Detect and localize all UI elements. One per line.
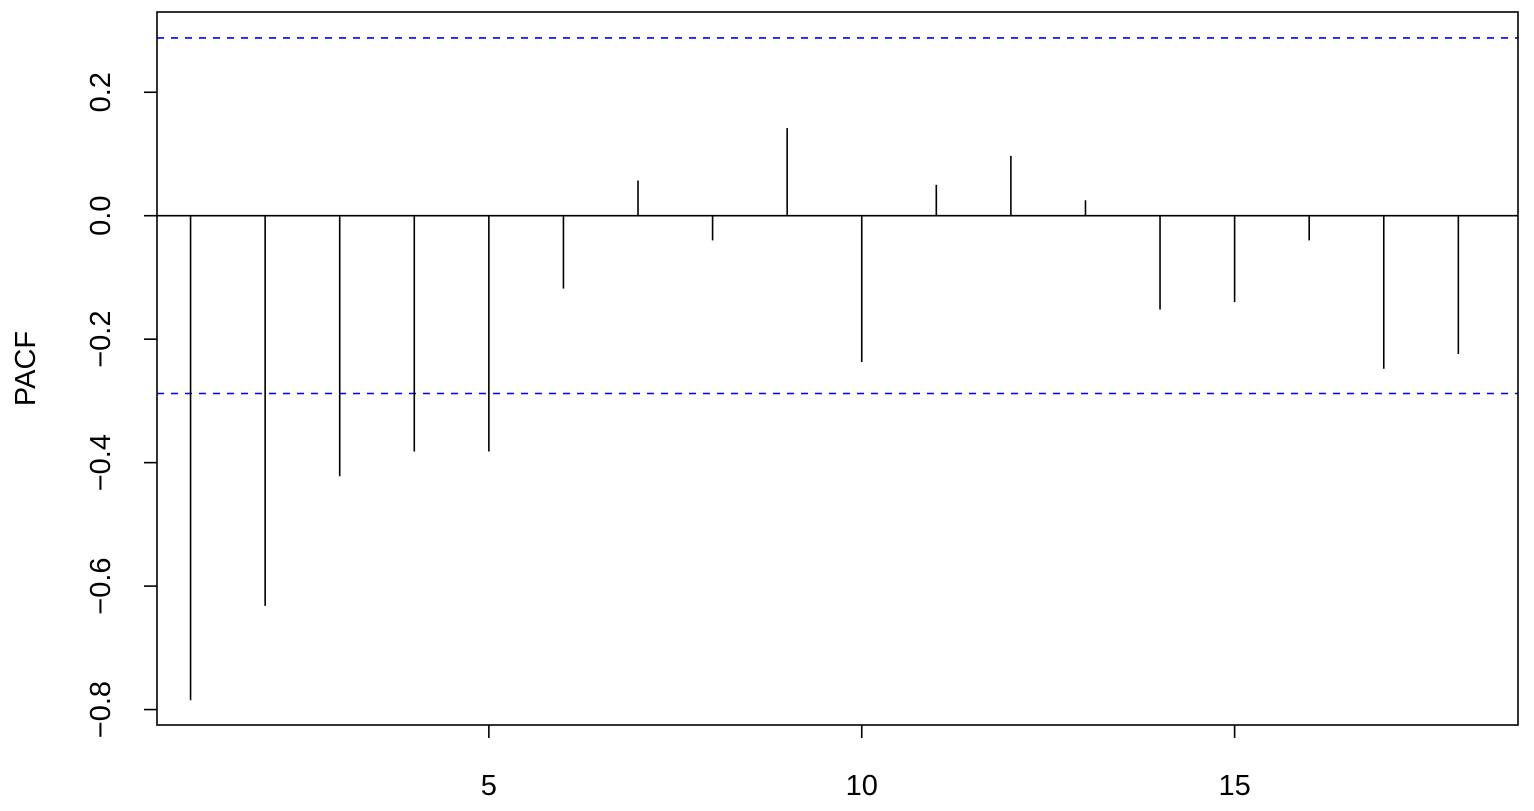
y-tick-label: 0.2: [85, 72, 117, 112]
confidence-bounds: [157, 37, 1518, 395]
pacf-lines: [189, 128, 1460, 701]
x-tick-label: 10: [846, 770, 878, 802]
y-tick-label: −0.8: [85, 681, 117, 738]
x-tick-label: 5: [481, 770, 497, 802]
plot-frame: [156, 11, 1519, 726]
x-tick-label: 15: [1218, 770, 1250, 802]
y-tick-label: −0.2: [85, 311, 117, 368]
y-tick-label: −0.4: [85, 434, 117, 491]
y-tick-label: 0.0: [85, 196, 117, 236]
y-axis-label: PACF: [10, 331, 42, 406]
y-axis: −0.8 −0.6 −0.4 −0.2 0.0 0.2: [85, 72, 157, 738]
x-axis: 5 10 15: [481, 725, 1251, 802]
y-tick-label: −0.6: [85, 557, 117, 614]
